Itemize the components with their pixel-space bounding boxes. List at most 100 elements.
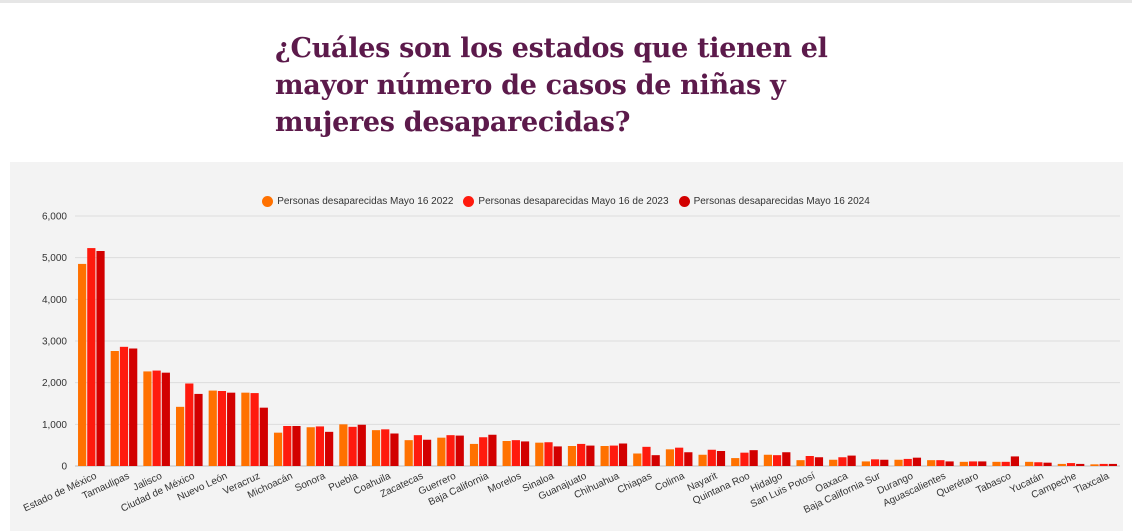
bar — [763, 454, 773, 466]
y-tick-label: 3,000 — [42, 337, 67, 348]
bar — [110, 351, 119, 466]
bar — [143, 371, 152, 466]
y-tick-label: 5,000 — [42, 253, 67, 264]
bar — [609, 445, 618, 466]
legend-swatch-icon — [678, 196, 690, 207]
bar — [325, 431, 334, 466]
y-tick-label: 4,000 — [42, 295, 67, 306]
bar — [283, 426, 292, 466]
bar — [912, 457, 922, 466]
bar — [348, 426, 357, 466]
bar — [968, 461, 978, 466]
bar — [152, 370, 161, 466]
legend-item-2024[interactable]: Personas desaparecidas Mayo 16 2024 — [678, 196, 870, 207]
bar — [870, 459, 880, 466]
y-tick-label: 6,000 — [42, 212, 67, 223]
bar — [880, 459, 889, 466]
bar — [1076, 463, 1085, 466]
bar — [707, 449, 716, 466]
bar — [96, 251, 105, 466]
bar — [749, 450, 758, 466]
bar — [936, 460, 945, 466]
x-tick-label: Colima — [654, 471, 687, 494]
bar — [814, 457, 824, 466]
legend-label: Personas desaparecidas Mayo 16 2024 — [693, 196, 870, 207]
legend-swatch-icon — [463, 196, 475, 207]
bar — [1057, 463, 1066, 466]
bar — [805, 456, 814, 466]
bar — [773, 455, 782, 466]
bar — [129, 348, 138, 466]
bar — [241, 392, 250, 466]
bar — [553, 446, 562, 466]
bar — [175, 406, 185, 466]
bar — [1034, 462, 1043, 466]
bar — [469, 443, 479, 466]
bar — [1010, 456, 1020, 466]
bar — [675, 447, 684, 466]
bar — [390, 433, 399, 466]
bar — [642, 446, 651, 466]
bar — [357, 424, 366, 466]
bar — [535, 442, 544, 466]
bar — [586, 445, 595, 466]
bar — [698, 454, 707, 466]
bar — [1108, 463, 1117, 466]
bar — [959, 461, 968, 466]
x-tick-label: Tlaxcala — [1073, 471, 1112, 497]
bar — [847, 455, 856, 466]
bar — [404, 440, 413, 466]
bar — [381, 429, 390, 466]
bar — [731, 458, 740, 466]
bar — [1025, 461, 1034, 466]
bar — [194, 393, 203, 466]
bar — [1043, 462, 1052, 466]
bar — [227, 392, 236, 466]
bar — [339, 424, 348, 466]
legend-swatch-icon — [262, 196, 274, 207]
bar — [446, 435, 455, 466]
bar — [306, 427, 315, 466]
bar — [502, 441, 511, 466]
x-tick-label: Morelos — [486, 471, 523, 496]
legend-item-2022[interactable]: Personas desaparecidas Mayo 16 2022 — [262, 196, 453, 207]
bar — [861, 461, 870, 466]
bar — [567, 446, 577, 466]
bar — [78, 263, 87, 466]
bar — [796, 460, 805, 466]
chart-legend: Personas desaparecidas Mayo 16 2022 Pers… — [0, 196, 1132, 207]
bar — [87, 248, 96, 466]
y-tick-label: 0 — [61, 462, 67, 473]
y-tick-label: 2,000 — [42, 378, 67, 389]
bar — [684, 452, 693, 466]
bar — [259, 407, 268, 466]
bar — [945, 461, 954, 466]
bar — [782, 452, 791, 466]
bar — [577, 443, 586, 466]
legend-item-2023[interactable]: Personas desaparecidas Mayo 16 de 2023 — [463, 196, 669, 207]
bar — [208, 390, 217, 466]
x-tick-label: Tabasco — [975, 471, 1014, 497]
bar — [292, 426, 301, 466]
bar — [413, 435, 422, 466]
bar — [315, 426, 325, 466]
bar — [520, 441, 530, 466]
bar — [1099, 463, 1108, 466]
bar — [371, 430, 381, 466]
bar — [1001, 461, 1010, 466]
bar — [838, 457, 847, 466]
bar — [422, 439, 432, 466]
bar — [618, 443, 628, 466]
bar — [511, 440, 520, 466]
bar — [894, 459, 903, 466]
page-title: ¿Cuáles son los estados que tienen el ma… — [275, 33, 828, 138]
bar — [600, 446, 609, 466]
y-tick-label: 1,000 — [42, 420, 67, 431]
legend-label: Personas desaparecidas Mayo 16 2022 — [277, 196, 454, 207]
bar — [119, 346, 129, 466]
bar — [740, 452, 749, 466]
bar — [716, 451, 726, 466]
bar — [651, 455, 660, 466]
bar — [665, 449, 675, 466]
